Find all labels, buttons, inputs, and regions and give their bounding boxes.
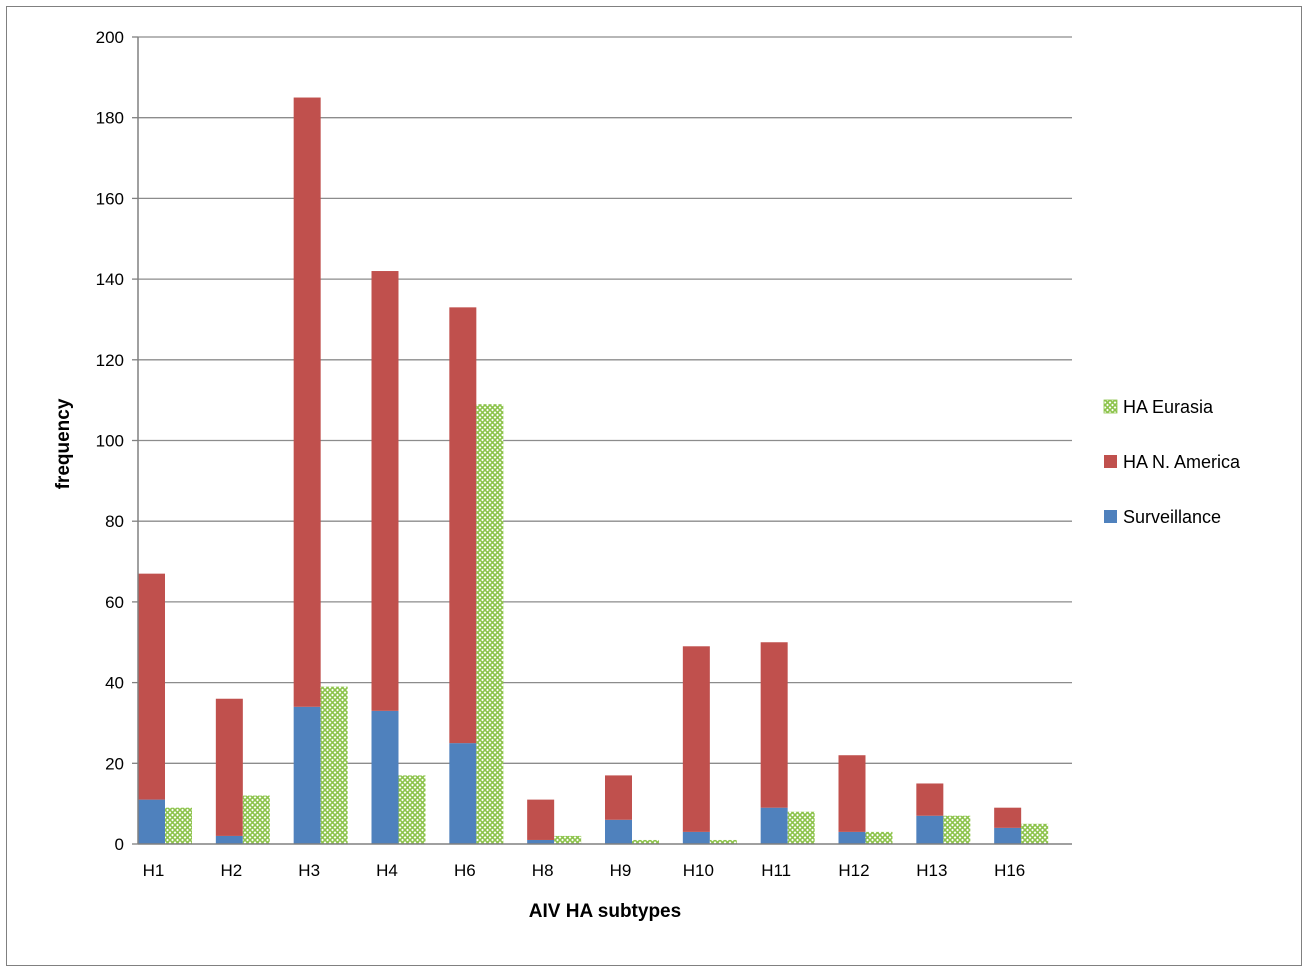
- legend-label-ha-n-america: HA N. America: [1123, 452, 1241, 472]
- y-tick-label: 180: [96, 109, 124, 128]
- y-tick-label: 0: [115, 835, 124, 854]
- bars: [138, 97, 1049, 844]
- bar-surveillance-h2: [215, 835, 243, 844]
- legend-label-ha-eurasia: HA Eurasia: [1123, 397, 1214, 417]
- legend-swatch-surveillance: [1104, 510, 1117, 523]
- bar-ha-eurasia-h3: [320, 686, 348, 844]
- bar-ha-n-america-h16: [994, 807, 1022, 828]
- bar-ha-eurasia-h8: [554, 835, 582, 844]
- bar-ha-n-america-h8: [527, 799, 555, 840]
- x-tick-label: H16: [994, 861, 1025, 880]
- legend-swatch-ha-n-america: [1104, 455, 1117, 468]
- bar-surveillance-h1: [138, 799, 165, 844]
- legend-swatch-ha-eurasia: [1103, 399, 1118, 414]
- x-tick-label: H1: [143, 861, 165, 880]
- bar-ha-n-america-h4: [371, 271, 399, 711]
- x-tick-label: H4: [376, 861, 398, 880]
- x-tick-label: H3: [298, 861, 320, 880]
- x-tick-label: H9: [610, 861, 632, 880]
- y-tick-label: 20: [105, 754, 124, 773]
- bar-ha-eurasia-h13: [943, 815, 971, 844]
- bar-ha-eurasia-h4: [398, 775, 426, 844]
- bar-ha-eurasia-h16: [1021, 823, 1049, 844]
- bar-ha-eurasia-h9: [632, 839, 659, 844]
- x-tick-label: H12: [838, 861, 869, 880]
- y-tick-label: 160: [96, 189, 124, 208]
- y-tick-label: 100: [96, 432, 124, 451]
- bar-surveillance-h11: [760, 807, 788, 844]
- bar-surveillance-h12: [838, 831, 866, 844]
- bar-ha-eurasia-h11: [787, 811, 815, 844]
- y-axis-title: frequency: [53, 398, 74, 489]
- bar-ha-n-america-h11: [760, 642, 788, 808]
- x-axis-ticks: H1 H2 H3 H4 H6 H8 H9 H10 H11 H12 H13 H16: [143, 861, 1026, 880]
- bar-ha-n-america-h13: [916, 783, 944, 816]
- bar-surveillance-h6: [449, 743, 477, 844]
- legend-label-surveillance: Surveillance: [1123, 507, 1221, 527]
- y-tick-label: 80: [105, 512, 124, 531]
- bar-surveillance-h13: [916, 815, 944, 844]
- bar-ha-eurasia-h2: [242, 795, 270, 844]
- bar-surveillance-h8: [527, 839, 555, 844]
- y-tick-label: 40: [105, 674, 124, 693]
- y-axis-ticks: 0 20 40 60 80 100 120 140 160 180 200: [96, 28, 138, 854]
- bar-surveillance-h4: [371, 710, 399, 844]
- bar-surveillance-h9: [605, 819, 632, 844]
- x-tick-label: H13: [916, 861, 947, 880]
- bar-ha-n-america-h6: [449, 307, 477, 744]
- gridlines: [138, 36, 1072, 764]
- x-tick-label: H10: [683, 861, 714, 880]
- bar-ha-eurasia-h10: [709, 839, 737, 844]
- y-tick-label: 140: [96, 270, 124, 289]
- bar-ha-n-america-h2: [215, 698, 243, 836]
- bar-surveillance-h10: [682, 831, 710, 844]
- bar-ha-n-america-h9: [605, 775, 632, 820]
- bar-surveillance-h16: [994, 827, 1022, 844]
- x-tick-label: H11: [761, 861, 791, 880]
- y-tick-label: 120: [96, 351, 124, 370]
- x-axis-title: AIV HA subtypes: [529, 901, 681, 922]
- bar-surveillance-h3: [293, 706, 321, 844]
- bar-ha-n-america-h3: [293, 97, 321, 707]
- legend: HA Eurasia HA N. America Surveillance: [1103, 397, 1241, 527]
- bar-ha-eurasia-h6: [476, 404, 504, 844]
- bar-ha-n-america-h1: [138, 573, 165, 800]
- bar-ha-eurasia-h12: [865, 831, 893, 844]
- bar-ha-eurasia-h1: [165, 807, 192, 844]
- x-tick-label: H6: [454, 861, 476, 880]
- bar-ha-n-america-h10: [682, 646, 710, 832]
- y-tick-label: 60: [105, 593, 124, 612]
- y-tick-label: 200: [96, 28, 124, 47]
- x-tick-label: H8: [532, 861, 554, 880]
- bar-ha-n-america-h12: [838, 755, 866, 832]
- x-tick-label: H2: [220, 861, 242, 880]
